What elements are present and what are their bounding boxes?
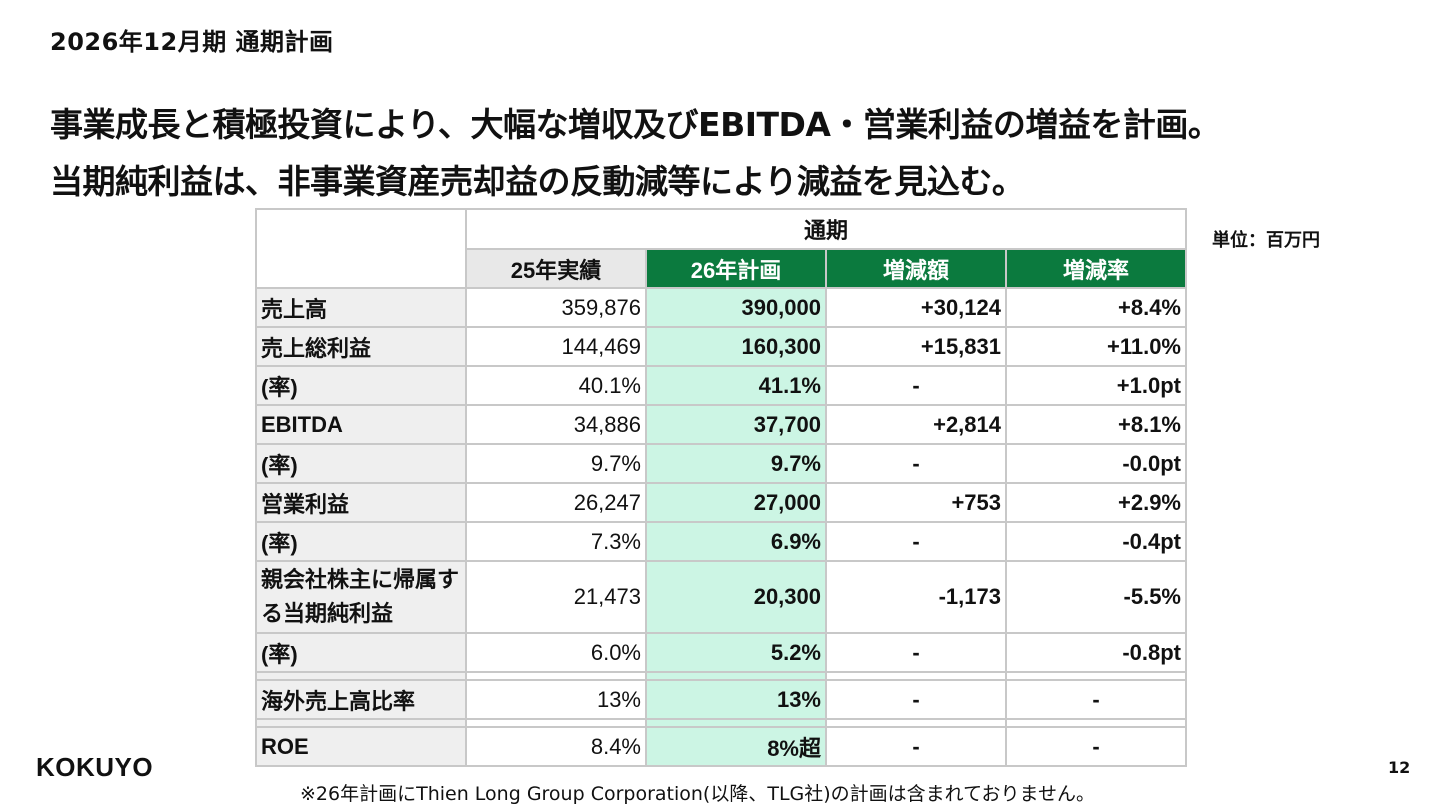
cell-plan: 41.1% [645, 365, 827, 406]
cell-rate: -0.4pt [1005, 521, 1187, 562]
cell-rate: -0.0pt [1005, 443, 1187, 484]
cell-actual: 8.4% [465, 726, 647, 767]
cell-rate: +8.4% [1005, 287, 1187, 328]
cell-plan: 27,000 [645, 482, 827, 523]
cell-change: - [825, 726, 1007, 767]
row-label: (率) [255, 521, 467, 562]
column-header-plan: 26年計画 [645, 248, 827, 289]
table-row: (率) 40.1% 41.1% - +1.0pt [255, 365, 1187, 406]
row-label: 営業利益 [255, 482, 467, 523]
table-row: 売上総利益 144,469 160,300 +15,831 +11.0% [255, 326, 1187, 367]
cell-actual: 359,876 [465, 287, 647, 328]
cell-plan: 9.7% [645, 443, 827, 484]
column-header-actual: 25年実績 [465, 248, 647, 289]
column-header-change: 増減額 [825, 248, 1007, 289]
table-spacer [255, 718, 1187, 728]
table-row: (率) 6.0% 5.2% - -0.8pt [255, 632, 1187, 673]
cell-plan: 13% [645, 679, 827, 720]
cell-rate: +2.9% [1005, 482, 1187, 523]
cell-change: +2,814 [825, 404, 1007, 445]
cell-actual: 40.1% [465, 365, 647, 406]
cell-change: +15,831 [825, 326, 1007, 367]
cell-plan: 37,700 [645, 404, 827, 445]
financial-plan-table: 通期 25年実績 26年計画 増減額 増減率 売上高 359,876 390,0… [255, 208, 1187, 767]
table-spacer [255, 671, 1187, 681]
page-number: 12 [1388, 758, 1411, 777]
cell-plan: 6.9% [645, 521, 827, 562]
row-label: ROE [255, 726, 467, 767]
cell-rate: +8.1% [1005, 404, 1187, 445]
unit-label: 単位：百万円 [1212, 230, 1320, 251]
headline-line-2: 当期純利益は、非事業資産売却益の反動減等により減益を見込む。 [50, 162, 1025, 201]
cell-actual: 21,473 [465, 560, 647, 634]
cell-actual: 34,886 [465, 404, 647, 445]
cell-change: - [825, 632, 1007, 673]
footnote: ※26年計画にThien Long Group Corporation(以降、T… [300, 783, 1095, 805]
row-label: (率) [255, 632, 467, 673]
cell-rate: - [1005, 679, 1187, 720]
row-label: (率) [255, 443, 467, 484]
table-row: (率) 7.3% 6.9% - -0.4pt [255, 521, 1187, 562]
cell-actual: 9.7% [465, 443, 647, 484]
cell-rate: +11.0% [1005, 326, 1187, 367]
cell-plan: 390,000 [645, 287, 827, 328]
cell-change: +753 [825, 482, 1007, 523]
cell-change: - [825, 521, 1007, 562]
cell-rate: -5.5% [1005, 560, 1187, 634]
row-label: 海外売上高比率 [255, 679, 467, 720]
row-label: 親会社株主に帰属する当期純利益 [255, 560, 467, 634]
cell-plan: 8%超 [645, 726, 827, 767]
row-label: 売上高 [255, 287, 467, 328]
table-row: (率) 9.7% 9.7% - -0.0pt [255, 443, 1187, 484]
row-label: 売上総利益 [255, 326, 467, 367]
cell-actual: 6.0% [465, 632, 647, 673]
table-row: 営業利益 26,247 27,000 +753 +2.9% [255, 482, 1187, 523]
cell-change: - [825, 443, 1007, 484]
table-row: 海外売上高比率 13% 13% - - [255, 679, 1187, 720]
cell-actual: 13% [465, 679, 647, 720]
cell-actual: 144,469 [465, 326, 647, 367]
table-row: EBITDA 34,886 37,700 +2,814 +8.1% [255, 404, 1187, 445]
cell-rate: - [1005, 726, 1187, 767]
cell-plan: 20,300 [645, 560, 827, 634]
row-label: (率) [255, 365, 467, 406]
period-header: 通期 [465, 208, 1187, 250]
cell-plan: 5.2% [645, 632, 827, 673]
section-title: 2026年12月期 通期計画 [50, 28, 334, 56]
cell-change: -1,173 [825, 560, 1007, 634]
cell-actual: 7.3% [465, 521, 647, 562]
cell-change: - [825, 365, 1007, 406]
table-row: 親会社株主に帰属する当期純利益 21,473 20,300 -1,173 -5.… [255, 560, 1187, 634]
row-label: EBITDA [255, 404, 467, 445]
table-row: 売上高 359,876 390,000 +30,124 +8.4% [255, 287, 1187, 328]
headline-line-1: 事業成長と積極投資により、大幅な増収及びEBITDA・営業利益の増益を計画。 [50, 105, 1221, 144]
headline: 事業成長と積極投資により、大幅な増収及びEBITDA・営業利益の増益を計画。 当… [50, 96, 1221, 210]
cell-rate: -0.8pt [1005, 632, 1187, 673]
table-corner [255, 208, 467, 289]
kokuyo-logo: KOKUYO [36, 752, 154, 782]
cell-change: - [825, 679, 1007, 720]
table-row: ROE 8.4% 8%超 - - [255, 726, 1187, 767]
cell-rate: +1.0pt [1005, 365, 1187, 406]
column-header-rate: 増減率 [1005, 248, 1187, 289]
cell-change: +30,124 [825, 287, 1007, 328]
cell-actual: 26,247 [465, 482, 647, 523]
cell-plan: 160,300 [645, 326, 827, 367]
